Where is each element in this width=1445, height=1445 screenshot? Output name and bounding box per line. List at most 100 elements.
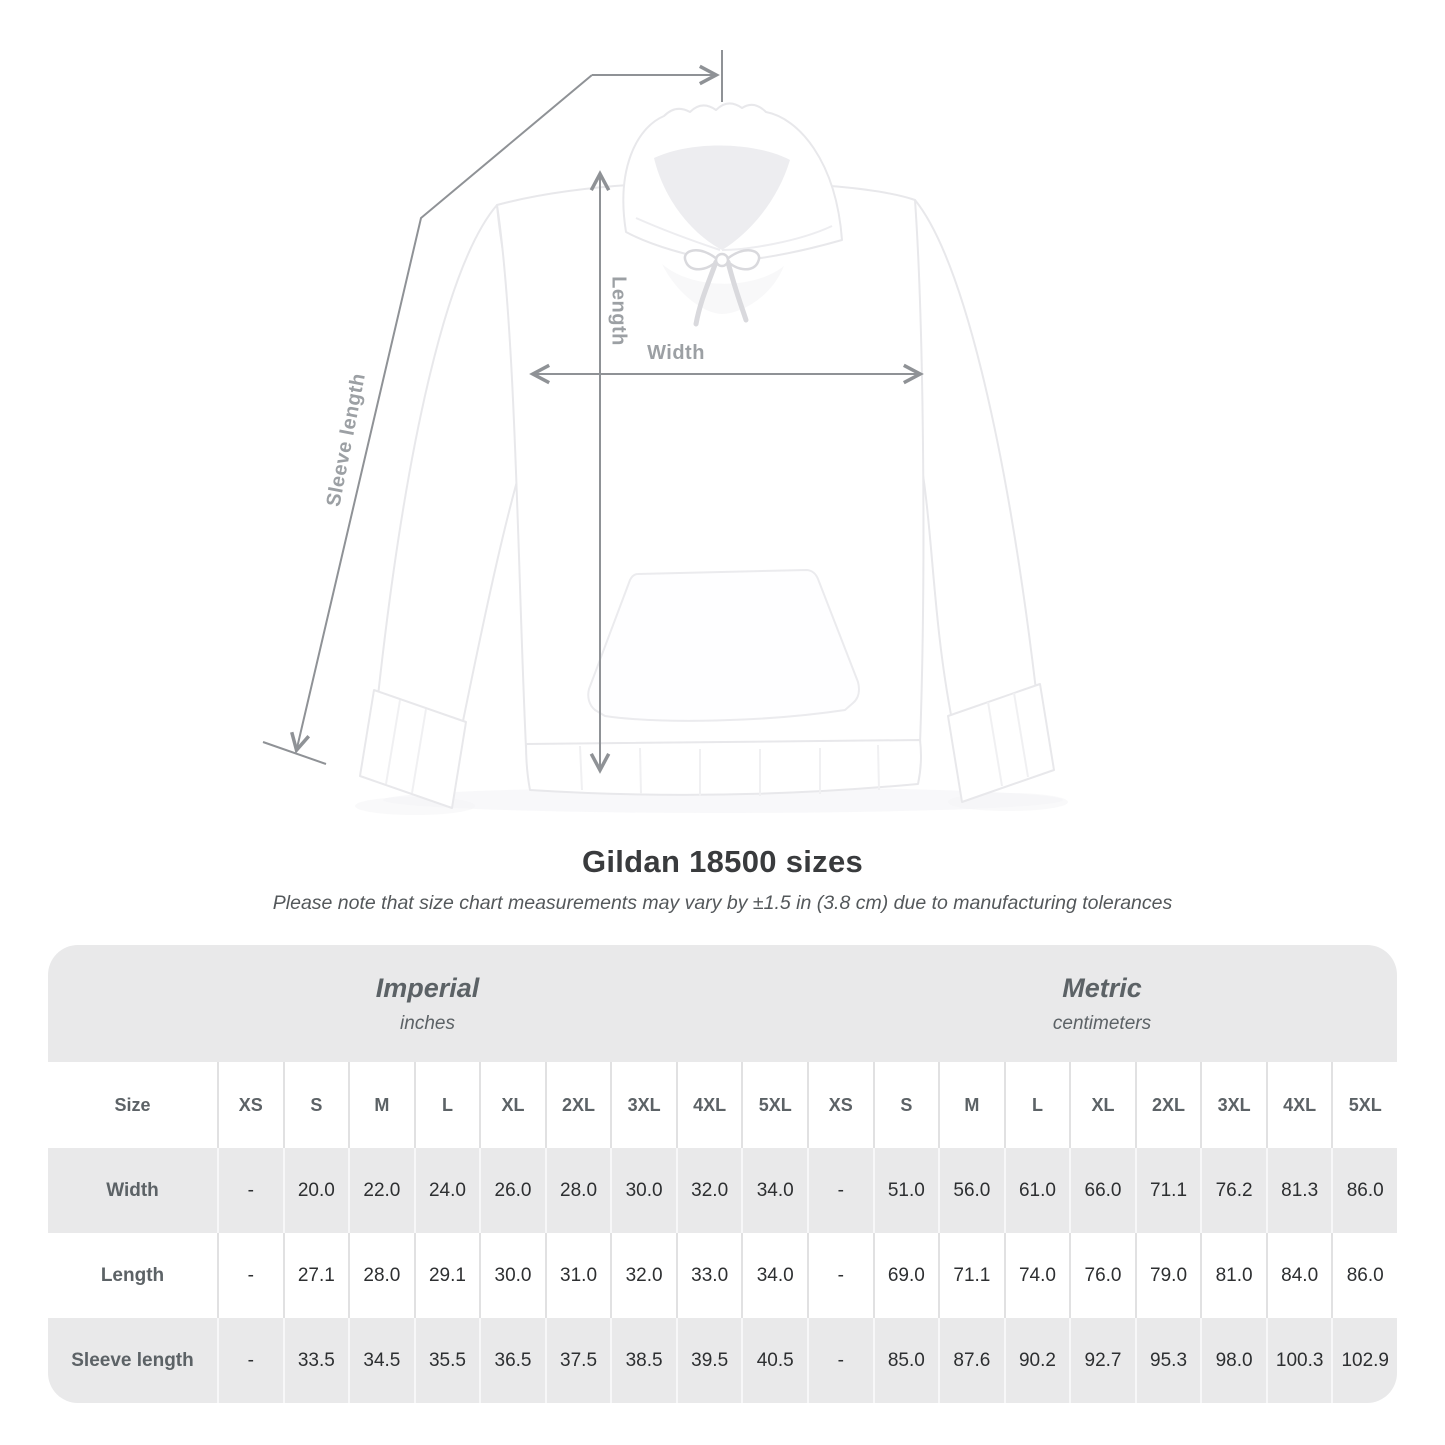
table-cell: 79.0 [1134,1233,1201,1318]
table-cell: 86.0 [1331,1148,1397,1233]
table-cell: 66.0 [1069,1148,1135,1233]
table-cell: 76.0 [1069,1233,1135,1318]
hood-collar-seam [635,217,833,251]
table-cell: 39.5 [675,1318,742,1403]
column-header-metric-2xl: 2XL [1134,1062,1201,1148]
table-cell: - [807,1233,873,1318]
column-header-imperial-xs: XS [217,1062,283,1148]
column-header-imperial-s: S [282,1062,349,1148]
table-cell: 92.7 [1069,1318,1135,1403]
column-header-metric-s: S [872,1062,939,1148]
sleeve-length-arrow [290,74,593,754]
column-header-metric-3xl: 3XL [1200,1062,1266,1148]
table-cell: 95.3 [1134,1318,1201,1403]
row-label-sleeve-length: Sleeve length [48,1318,217,1403]
tolerance-note: Please note that size chart measurements… [272,892,1173,914]
table-cell: 27.1 [282,1233,349,1318]
table-cell: 98.0 [1200,1318,1266,1403]
table-cell: 81.0 [1200,1233,1266,1318]
hoodie-pocket [587,569,860,722]
cuff-shadow-right [948,793,1068,811]
metric-title: Metric [1062,972,1142,1003]
rib-lines [385,692,1029,796]
table-cell: 40.5 [741,1318,807,1403]
table-cell: 71.1 [938,1233,1004,1318]
table-cell: 20.0 [282,1148,349,1233]
metric-section-header: Metric centimeters [807,945,1397,1062]
imperial-section-header: Imperial inches [48,945,807,1062]
table-cell: 22.0 [348,1148,414,1233]
hood-interior [654,145,790,250]
table-cell: 33.0 [675,1233,742,1318]
sleeve-length-label: Sleeve length [323,371,370,508]
length-label: Length [608,276,630,346]
hoodie-illustration: Length Width Sleeve length [262,50,1068,815]
table-cell: - [217,1318,283,1403]
table-cell: 32.0 [675,1148,742,1233]
cuff-shadow-left [355,797,475,815]
imperial-title: Imperial [375,972,480,1003]
hoodie-right-sleeve [909,199,1037,721]
hoodie-hem-band [525,739,923,796]
metric-unit: centimeters [1052,1012,1152,1034]
table-cell: 100.3 [1265,1318,1332,1403]
table-cell: 38.5 [610,1318,676,1403]
table-cell: 87.6 [938,1318,1004,1403]
column-header-imperial-2xl: 2XL [544,1062,611,1148]
hood-drawstrings [683,249,761,327]
table-cell: 85.0 [872,1318,939,1403]
column-header-imperial-4xl: 4XL [675,1062,742,1148]
table-cell: 102.9 [1331,1318,1397,1403]
table-cell: 36.5 [479,1318,545,1403]
column-header-imperial-m: M [348,1062,414,1148]
column-header-metric-xs: XS [807,1062,873,1148]
table-cell: 30.0 [479,1233,545,1318]
column-header-metric-l: L [1003,1062,1070,1148]
table-cell: 71.1 [1134,1148,1201,1233]
table-cell: 84.0 [1265,1233,1332,1318]
table-cell: 34.5 [348,1318,414,1403]
column-header-imperial-5xl: 5XL [741,1062,807,1148]
table-cell: 32.0 [610,1233,676,1318]
table-cell: 28.0 [544,1148,611,1233]
column-header-metric-5xl: 5XL [1331,1062,1397,1148]
table-cell: 35.5 [413,1318,480,1403]
measurement-lines [262,50,924,774]
table-cell: 34.0 [741,1148,807,1233]
table-cell: 37.5 [544,1318,611,1403]
column-header-metric-m: M [938,1062,1004,1148]
table-cell: 29.1 [413,1233,480,1318]
table-cell: 86.0 [1331,1233,1397,1318]
table-cell: - [217,1233,283,1318]
page-title: Gildan 18500 sizes [581,844,864,879]
table-cell: 69.0 [872,1233,939,1318]
imperial-unit: inches [400,1012,455,1034]
table-cell: 24.0 [413,1148,480,1233]
table-cell: 90.2 [1003,1318,1070,1403]
table-cell: 74.0 [1003,1233,1070,1318]
sleeve-end-tick [262,741,327,765]
table-cell: 30.0 [610,1148,676,1233]
table-cell: 51.0 [872,1148,939,1233]
column-header-metric-xl: XL [1069,1062,1135,1148]
size-corner-header: Size [48,1062,217,1148]
table-cell: 26.0 [479,1148,545,1233]
hoodie-measurement-diagram: Length Width Sleeve length [262,50,1068,815]
column-header-imperial-3xl: 3XL [610,1062,676,1148]
table-cell: 56.0 [938,1148,1004,1233]
table-cell: 76.2 [1200,1148,1266,1233]
table-cell: 31.0 [544,1233,611,1318]
table-cell: 28.0 [348,1233,414,1318]
width-label: Width [647,342,705,364]
chest-shading [662,264,784,314]
hoodie-shadow [383,787,1063,813]
column-header-imperial-l: L [413,1062,480,1148]
row-label-width: Width [48,1148,217,1233]
table-cell: - [807,1318,873,1403]
table-cell: 33.5 [282,1318,349,1403]
size-table: Imperial inches Metric centimeters Size … [48,945,1397,1403]
column-header-imperial-xl: XL [479,1062,545,1148]
table-cell: 81.3 [1265,1148,1332,1233]
table-cell: - [807,1148,873,1233]
